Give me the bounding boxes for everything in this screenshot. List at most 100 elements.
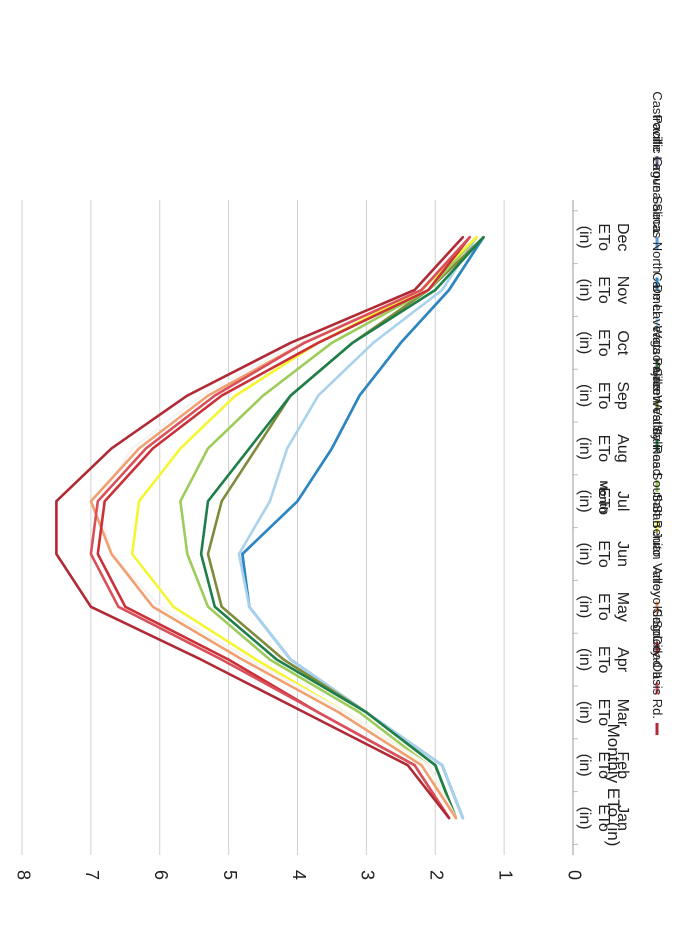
legend-item: Salinas South II bbox=[650, 425, 665, 533]
x-tick-label-line: Oct bbox=[614, 330, 631, 355]
x-tick-label-line: Jun bbox=[614, 541, 631, 567]
legend-item: Green Valley Road bbox=[650, 367, 665, 492]
legend-label: Green Valley Road bbox=[650, 367, 665, 476]
y-tick-label: 6 bbox=[151, 870, 171, 880]
legend-item: Castroville bbox=[650, 91, 665, 168]
x-tick-label-line: (in) bbox=[576, 542, 593, 565]
series-lines bbox=[55, 235, 485, 820]
legend-item: Carmel bbox=[650, 272, 665, 330]
x-axis-label: Month bbox=[597, 481, 609, 514]
x-tick-label-line: ETo bbox=[595, 487, 612, 515]
legend-item: San Benito bbox=[650, 493, 665, 573]
x-tick-label-line: (in) bbox=[576, 595, 593, 618]
x-tick-label-line: Jan bbox=[614, 805, 631, 831]
series-line-san-juan-valley bbox=[89, 235, 471, 820]
y-tick-label: 0 bbox=[564, 870, 584, 880]
y-tick-labels: 0 1 2 3 4 5 6 7 8 bbox=[13, 870, 584, 880]
x-tick-label-line: (in) bbox=[576, 226, 593, 249]
x-tick-label-line: ETo bbox=[595, 540, 612, 568]
y-tick-label: 3 bbox=[358, 870, 378, 880]
legend-label: Watsonville West II bbox=[650, 326, 665, 436]
x-tick-label-line: ETo bbox=[595, 646, 612, 674]
legend-label: Arroyo Seco bbox=[650, 566, 665, 638]
legend-item: De Laveaga bbox=[650, 284, 665, 371]
axis-labels: Monthly ETo (in) Month bbox=[597, 481, 623, 847]
series-line-arroyo-seco bbox=[96, 235, 471, 820]
x-tick-label-line: (in) bbox=[576, 806, 593, 829]
x-tick-label-line: ETo bbox=[595, 276, 612, 304]
x-tick-label-line: Sep bbox=[614, 381, 631, 410]
legend-label: De Laveaga bbox=[650, 284, 665, 355]
x-tick-label-line: ETo bbox=[595, 435, 612, 463]
x-tick-label-line: ETo bbox=[595, 699, 612, 727]
series-line-salinas-north bbox=[241, 235, 485, 820]
x-tick-label-line: ETo bbox=[595, 223, 612, 251]
legend-label: King City-Oasis Rd. bbox=[650, 606, 665, 719]
x-tick-label-line: (in) bbox=[576, 278, 593, 301]
legend-label: Laguna Seca bbox=[650, 156, 665, 233]
legend-label: Carmel bbox=[650, 272, 665, 314]
x-tick-label-line: Mar bbox=[614, 699, 631, 727]
series-line-laguna-seca bbox=[241, 235, 485, 820]
legend-item: Watsonville West II bbox=[650, 326, 665, 452]
y-axis-label: Monthly ETo (in) bbox=[604, 724, 623, 847]
x-tick-label-line: Jul bbox=[614, 491, 631, 511]
x-tick-label-line: ETo bbox=[595, 382, 612, 410]
x-tick-labels: JanETo(in)FebETo(in)MarETo(in)AprETo(in)… bbox=[576, 223, 631, 832]
legend-label: Castroville bbox=[650, 91, 665, 152]
legend-item: Pajaro bbox=[650, 357, 665, 411]
x-tick-label-line: Apr bbox=[614, 647, 631, 673]
y-tick-label: 5 bbox=[220, 870, 240, 880]
y-tick-label: 2 bbox=[427, 870, 447, 880]
legend-item: Salinas North bbox=[650, 195, 665, 290]
series-line-soledad-ii bbox=[89, 235, 471, 820]
legend-item: San Juan Valley bbox=[650, 505, 665, 614]
legend-item: Soledad II bbox=[650, 620, 665, 695]
y-tick-label: 8 bbox=[13, 870, 33, 880]
x-tick-label-line: (in) bbox=[576, 384, 593, 407]
legend-label: San Juan Valley bbox=[650, 505, 665, 598]
x-tick-label-line: Feb bbox=[614, 751, 631, 779]
x-tick-label-line: Nov bbox=[614, 276, 631, 304]
x-tick-label-line: ETo bbox=[595, 751, 612, 779]
legend-label: Salinas South II bbox=[650, 425, 665, 516]
legend-label: Salinas North bbox=[650, 195, 665, 273]
legend-item: King City-Oasis Rd. bbox=[650, 606, 665, 735]
x-tick-label-line: ETo bbox=[595, 593, 612, 621]
series-line-san-benito bbox=[96, 235, 471, 820]
series-line-green-valley-road bbox=[179, 235, 478, 820]
legend-item: Laguna Seca bbox=[650, 156, 665, 249]
x-tick-label-line: (in) bbox=[576, 331, 593, 354]
legend-label: Soledad II bbox=[650, 620, 665, 679]
x-tick-label-line: Aug bbox=[614, 434, 631, 462]
x-tick-label-line: (in) bbox=[576, 437, 593, 460]
x-tick-label-line: (in) bbox=[576, 490, 593, 513]
x-tick-label-line: May bbox=[614, 592, 631, 622]
x-tick-label-line: (in) bbox=[576, 701, 593, 724]
legend-label: Pacific Grove bbox=[650, 115, 665, 192]
legend-item: Pacific Grove bbox=[650, 115, 665, 209]
y-tick-label: 1 bbox=[495, 870, 515, 880]
y-tick-label: 7 bbox=[82, 870, 102, 880]
series-line-king-city-oasis-rd bbox=[55, 235, 465, 820]
series-line-watsonville-west-ii bbox=[199, 235, 485, 820]
x-tick-label-line: (in) bbox=[576, 648, 593, 671]
x-tick-label-line: ETo bbox=[595, 804, 612, 832]
legend-label: Pajaro bbox=[650, 357, 665, 395]
x-tick-label-line: ETo bbox=[595, 329, 612, 357]
legend-label: San Benito bbox=[650, 493, 665, 557]
y-tick-label: 4 bbox=[289, 870, 309, 880]
